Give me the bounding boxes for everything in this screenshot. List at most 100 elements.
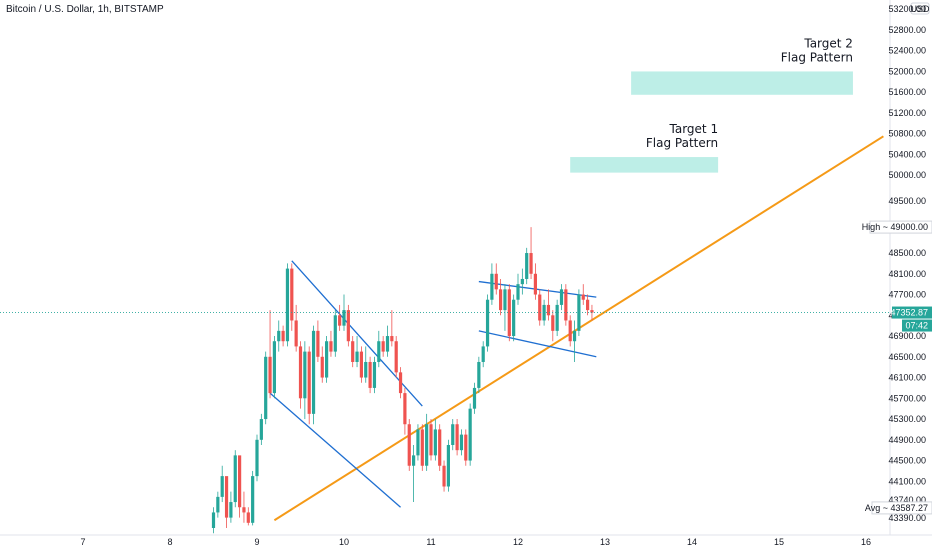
candle bbox=[377, 341, 381, 362]
candle bbox=[507, 289, 511, 337]
target-label: Target 2 bbox=[803, 36, 853, 50]
candle bbox=[403, 393, 407, 425]
candle bbox=[477, 361, 481, 388]
candle bbox=[455, 424, 459, 451]
y-tick-label: 44100.00 bbox=[888, 476, 926, 486]
candle bbox=[264, 356, 268, 420]
candle bbox=[525, 253, 529, 279]
candle bbox=[559, 289, 564, 305]
currency-label: USD bbox=[910, 4, 930, 14]
y-tick-label: 43740.00 bbox=[888, 495, 926, 505]
y-tick-label: 53200.00 bbox=[888, 4, 926, 14]
high-value: High ~ 49000.00 bbox=[862, 222, 928, 232]
candle bbox=[546, 304, 551, 316]
drawn-lines bbox=[269, 135, 884, 522]
candle bbox=[577, 294, 581, 331]
candle bbox=[468, 408, 472, 461]
candle bbox=[333, 315, 337, 352]
y-tick-label: 50800.00 bbox=[888, 129, 926, 139]
candle bbox=[364, 361, 368, 378]
y-tick-label: 52800.00 bbox=[888, 25, 926, 35]
price-axis-bg bbox=[890, 0, 932, 550]
y-tick-label: 49500.00 bbox=[888, 196, 926, 206]
candle bbox=[499, 289, 503, 311]
high-badge bbox=[869, 220, 932, 234]
candle bbox=[211, 512, 216, 528]
y-tick-label: 46100.00 bbox=[888, 373, 926, 383]
candle bbox=[272, 341, 276, 394]
candle bbox=[242, 507, 246, 513]
y-tick-label: 46900.00 bbox=[888, 331, 926, 341]
x-tick-label: 10 bbox=[339, 537, 349, 547]
candle bbox=[224, 476, 229, 518]
symbol-title[interactable]: Bitcoin / U.S. Dollar, 1h, BITSTAMP bbox=[6, 4, 164, 15]
candle bbox=[416, 429, 420, 456]
candle bbox=[572, 330, 577, 342]
candle bbox=[246, 512, 250, 523]
candle bbox=[298, 346, 303, 399]
candle bbox=[329, 341, 333, 352]
candle bbox=[446, 444, 450, 487]
candles bbox=[211, 227, 594, 534]
candle bbox=[229, 502, 233, 518]
channel-upper-line bbox=[291, 260, 423, 407]
candle bbox=[390, 336, 394, 342]
candle bbox=[429, 424, 433, 456]
x-tick-label: 7 bbox=[80, 537, 85, 547]
candle bbox=[303, 351, 307, 399]
y-tick-label: 50000.00 bbox=[888, 170, 926, 180]
candle bbox=[342, 310, 346, 326]
x-tick-label: 14 bbox=[687, 537, 697, 547]
y-tick-label: 47700.00 bbox=[888, 290, 926, 300]
time-axis[interactable]: 7 8 9 10 11 12 13 14 15 16 bbox=[0, 534, 932, 547]
candle bbox=[338, 315, 342, 326]
y-tick-label: 51600.00 bbox=[888, 87, 926, 97]
countdown-value: 07:42 bbox=[905, 321, 928, 331]
flag-upper-line bbox=[478, 280, 597, 298]
candle bbox=[311, 330, 316, 414]
candle bbox=[216, 496, 220, 513]
candle bbox=[529, 253, 533, 274]
x-tick-label: 8 bbox=[167, 537, 172, 547]
candle bbox=[433, 429, 437, 456]
candle bbox=[516, 284, 520, 300]
candle bbox=[472, 387, 477, 409]
candle bbox=[438, 429, 442, 466]
candle bbox=[581, 294, 585, 300]
candle bbox=[398, 372, 403, 394]
y-tick-label: 46500.00 bbox=[888, 352, 926, 362]
x-tick-label: 11 bbox=[426, 537, 435, 547]
candle bbox=[238, 455, 242, 508]
candle bbox=[520, 278, 524, 285]
x-tick-label: 15 bbox=[774, 537, 784, 547]
target-zone bbox=[570, 157, 719, 173]
last-price-value: 47352.87 bbox=[890, 308, 928, 318]
candle bbox=[555, 304, 559, 331]
y-tick-label: 45300.00 bbox=[888, 414, 926, 424]
y-tick-label: 45700.00 bbox=[888, 393, 926, 403]
y-tick-label: 43390.00 bbox=[888, 513, 926, 523]
candle bbox=[551, 315, 555, 331]
candle bbox=[372, 361, 377, 388]
last-price-badge bbox=[892, 306, 932, 319]
candle bbox=[368, 361, 372, 388]
candle bbox=[425, 424, 429, 466]
candle bbox=[503, 289, 507, 311]
candle bbox=[290, 268, 294, 321]
candle bbox=[359, 351, 363, 378]
candle bbox=[233, 455, 237, 503]
candle bbox=[320, 356, 324, 378]
candle bbox=[407, 424, 411, 466]
candle bbox=[294, 320, 298, 347]
candle bbox=[451, 424, 455, 445]
candle bbox=[490, 273, 494, 300]
candle bbox=[251, 476, 255, 523]
candle bbox=[381, 341, 385, 352]
candle bbox=[255, 439, 259, 477]
candle bbox=[586, 299, 590, 311]
avg-value: Avg ~ 43587.27 bbox=[865, 503, 928, 513]
candle bbox=[542, 304, 546, 321]
